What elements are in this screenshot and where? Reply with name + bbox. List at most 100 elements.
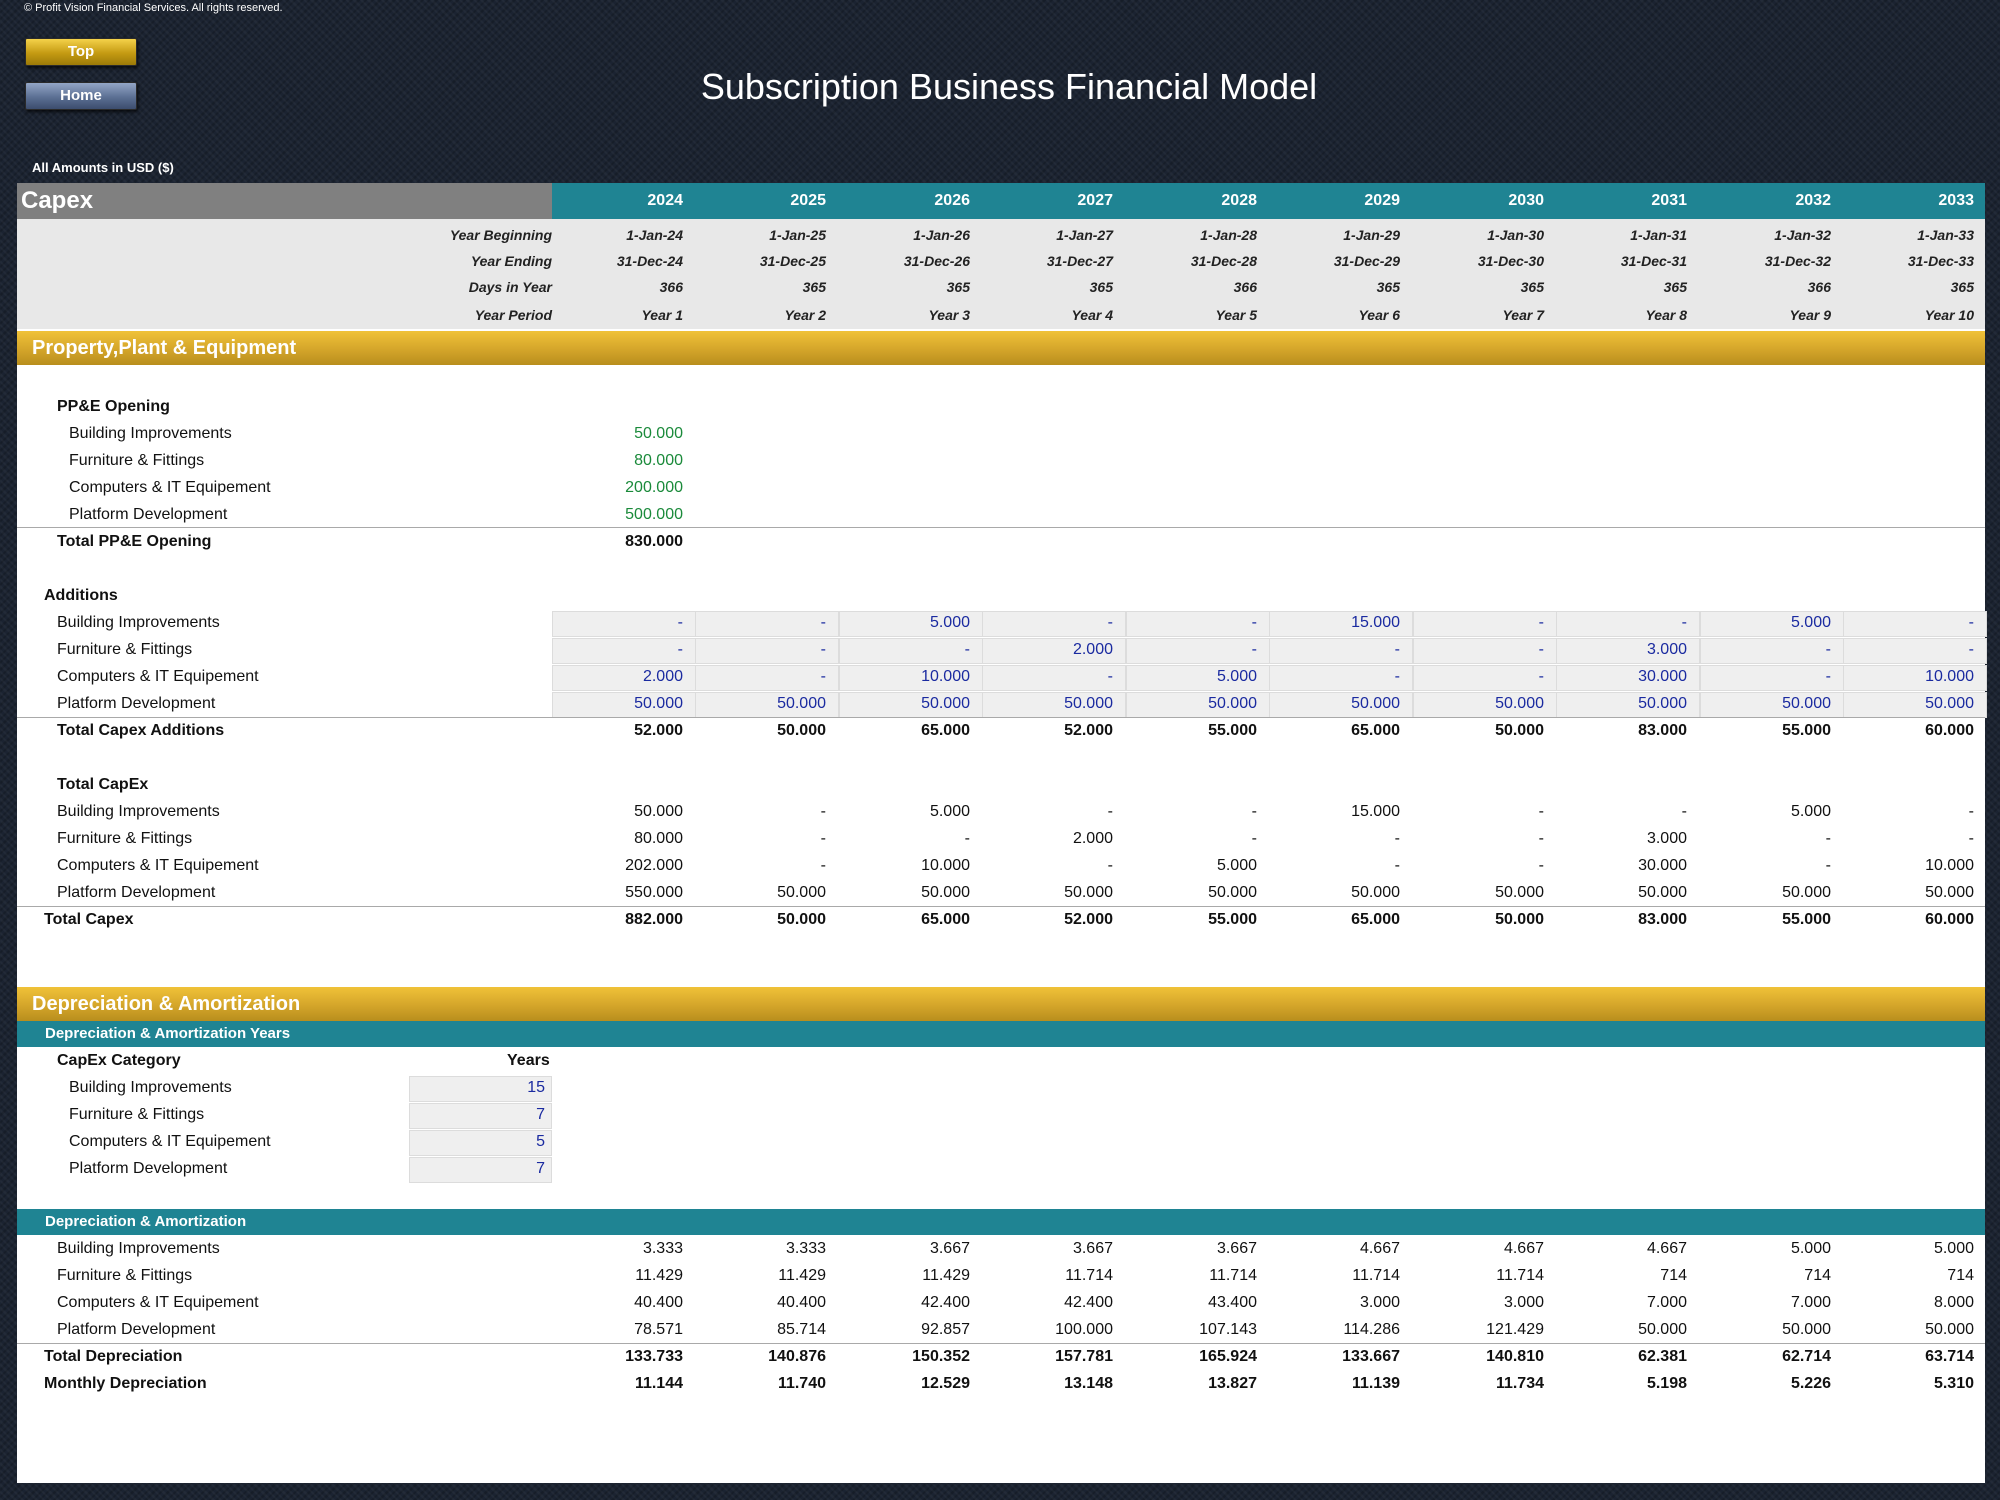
input-cell[interactable] <box>1556 611 1700 637</box>
additions-input-value[interactable]: - <box>1538 668 1544 685</box>
additions-input-value[interactable]: 2.000 <box>642 668 683 685</box>
year-header-2024: 2024 <box>647 192 683 209</box>
ppe-opening-value[interactable]: 200.000 <box>625 479 683 496</box>
input-cell[interactable] <box>1126 638 1270 664</box>
additions-input-value[interactable]: 5.000 <box>929 614 970 631</box>
input-cell[interactable] <box>982 638 1126 664</box>
input-cell[interactable] <box>695 665 839 691</box>
additions-input-value[interactable]: - <box>820 641 826 658</box>
input-cell[interactable] <box>982 692 1126 718</box>
input-cell[interactable] <box>1269 665 1413 691</box>
additions-input-value[interactable]: - <box>677 614 683 631</box>
additions-input-value[interactable]: 50.000 <box>1925 695 1974 712</box>
input-cell[interactable] <box>695 692 839 718</box>
additions-input-value[interactable]: 15.000 <box>1351 614 1400 631</box>
home-button[interactable]: Home <box>25 82 137 110</box>
ppe-opening-value[interactable]: 80.000 <box>634 452 683 469</box>
total-depreciation-value: 165.924 <box>1199 1348 1257 1365</box>
input-cell[interactable] <box>552 665 696 691</box>
additions-input-value[interactable]: - <box>1825 641 1831 658</box>
additions-input-value[interactable]: - <box>1107 668 1113 685</box>
additions-input-value[interactable]: - <box>1968 641 1974 658</box>
input-cell[interactable] <box>1843 638 1987 664</box>
da-years-input-value[interactable]: 15 <box>527 1079 545 1096</box>
input-cell[interactable] <box>1413 611 1557 637</box>
additions-input-value[interactable]: - <box>1681 614 1687 631</box>
input-cell[interactable] <box>1413 665 1557 691</box>
input-cell[interactable] <box>1700 611 1844 637</box>
input-cell[interactable] <box>1413 692 1557 718</box>
header-row-cell: 366 <box>659 279 683 295</box>
additions-input-value[interactable]: 30.000 <box>1638 668 1687 685</box>
additions-input-value[interactable]: 10.000 <box>1925 668 1974 685</box>
additions-input-value[interactable]: - <box>820 668 826 685</box>
input-cell[interactable] <box>1126 611 1270 637</box>
total-depreciation-value: 157.781 <box>1055 1348 1113 1365</box>
input-cell[interactable] <box>839 611 983 637</box>
additions-input-value[interactable]: 5.000 <box>1790 614 1831 631</box>
capex-value: 5.000 <box>929 803 970 820</box>
input-cell[interactable] <box>695 611 839 637</box>
input-cell[interactable] <box>409 1157 552 1183</box>
additions-input-value[interactable]: - <box>1968 614 1974 631</box>
additions-input-value[interactable]: - <box>1394 668 1400 685</box>
ppe-opening-value[interactable]: 50.000 <box>634 425 683 442</box>
input-cell[interactable] <box>1269 638 1413 664</box>
additions-input-value[interactable]: 50.000 <box>1782 695 1831 712</box>
top-button[interactable]: Top <box>25 38 137 66</box>
header-row-cell: Year 5 <box>1215 307 1257 323</box>
input-cell[interactable] <box>409 1076 552 1102</box>
additions-input-value[interactable]: 50.000 <box>1638 695 1687 712</box>
da-years-input-value[interactable]: 7 <box>536 1160 545 1177</box>
input-cell[interactable] <box>695 638 839 664</box>
input-cell[interactable] <box>409 1103 552 1129</box>
additions-input-value[interactable]: 50.000 <box>777 695 826 712</box>
input-cell[interactable] <box>552 611 696 637</box>
da-years-input-value[interactable]: 7 <box>536 1106 545 1123</box>
input-cell[interactable] <box>1843 665 1987 691</box>
additions-input-value[interactable]: 2.000 <box>1072 641 1113 658</box>
additions-input-value[interactable]: - <box>1107 614 1113 631</box>
additions-input-value[interactable]: 50.000 <box>1495 695 1544 712</box>
additions-input-value[interactable]: 50.000 <box>1064 695 1113 712</box>
input-cell[interactable] <box>839 638 983 664</box>
additions-input-value[interactable]: 5.000 <box>1216 668 1257 685</box>
additions-input-value[interactable]: - <box>820 614 826 631</box>
da-years-input-value[interactable]: 5 <box>536 1133 545 1150</box>
input-cell[interactable] <box>839 665 983 691</box>
additions-input-value[interactable]: - <box>1538 641 1544 658</box>
da-value: 714 <box>1947 1267 1974 1284</box>
additions-input-value[interactable]: 50.000 <box>1208 695 1257 712</box>
additions-input-value[interactable]: - <box>1825 668 1831 685</box>
additions-input-value[interactable]: 50.000 <box>1351 695 1400 712</box>
input-cell[interactable] <box>982 665 1126 691</box>
da-value: 114.286 <box>1343 1321 1400 1338</box>
monthly-depreciation-label: Monthly Depreciation <box>44 1375 207 1392</box>
input-cell[interactable] <box>982 611 1126 637</box>
additions-input-value[interactable]: 50.000 <box>634 695 683 712</box>
additions-input-value[interactable]: - <box>677 641 683 658</box>
input-cell[interactable] <box>1843 611 1987 637</box>
input-cell[interactable] <box>1843 692 1987 718</box>
additions-input-value[interactable]: 3.000 <box>1646 641 1687 658</box>
input-cell[interactable] <box>1269 692 1413 718</box>
input-cell[interactable] <box>1556 638 1700 664</box>
additions-input-value[interactable]: 10.000 <box>921 668 970 685</box>
input-cell[interactable] <box>1556 665 1700 691</box>
input-cell[interactable] <box>1700 665 1844 691</box>
additions-input-value[interactable]: 50.000 <box>921 695 970 712</box>
input-cell[interactable] <box>1413 638 1557 664</box>
capex-category-header: CapEx Category <box>57 1052 181 1069</box>
additions-input-value[interactable]: - <box>1251 641 1257 658</box>
additions-input-value[interactable]: - <box>1251 614 1257 631</box>
input-cell[interactable] <box>552 638 696 664</box>
da-value: 78.571 <box>634 1321 683 1338</box>
input-cell[interactable] <box>409 1130 552 1156</box>
additions-input-value[interactable]: - <box>1394 641 1400 658</box>
ppe-opening-value[interactable]: 500.000 <box>625 506 683 523</box>
divider <box>17 527 1985 528</box>
input-cell[interactable] <box>1269 611 1413 637</box>
header-row-cell: 31-Dec-30 <box>1477 253 1544 269</box>
additions-input-value[interactable]: - <box>964 641 970 658</box>
additions-input-value[interactable]: - <box>1538 614 1544 631</box>
